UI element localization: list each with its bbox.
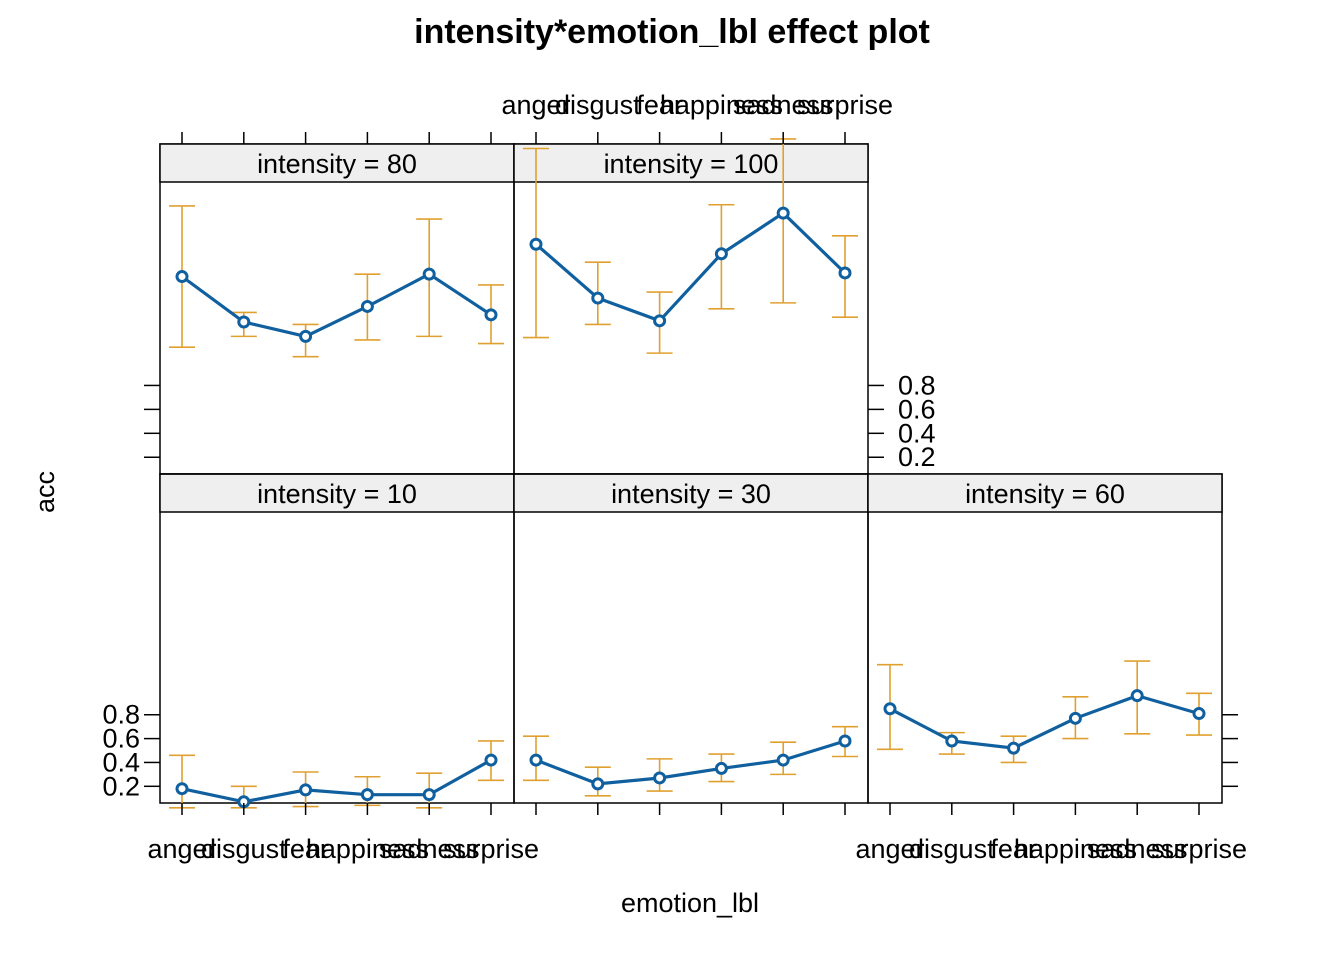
x-tick-label-surprise: surprise [1151,834,1247,864]
data-point-fear [653,771,667,785]
data-point-fear [299,783,313,797]
data-point-sadness [422,788,436,802]
x-tick-label-sadness: sadness [1087,834,1188,864]
data-point-happiness [714,761,728,775]
data-point-surprise [1192,707,1206,721]
data-point-sadness [776,206,790,220]
data-point-sadness [1130,689,1144,703]
x-tick-label-happiness: happiness [306,834,429,864]
x-tick-label-happiness: happiness [660,90,783,120]
panel-intensity-60: intensity = 60 [867,473,1223,804]
x-tick-label-fear: fear [636,90,683,120]
strip-label: intensity = 100 [604,149,779,179]
y-tick-label: 0.2 [898,442,936,472]
y-tick-label: 0.4 [102,747,140,777]
x-tick-label-fear: fear [282,834,329,864]
data-point-surprise [838,266,852,280]
data-point-sadness [422,267,436,281]
x-tick-label-anger: anger [501,90,570,120]
panel-intensity-100: intensity = 100 [513,138,869,475]
series-line [535,739,846,786]
data-point-disgust [591,291,605,305]
x-tick-label-sadness: sadness [379,834,480,864]
data-point-anger [175,782,189,796]
data-point-disgust [591,777,605,791]
error-bar [169,754,195,809]
data-point-surprise [838,734,852,748]
y-tick-label: 0.8 [102,700,140,730]
y-tick-label: 0.8 [898,370,936,400]
strip-label: intensity = 10 [257,479,417,509]
x-tick-label-disgust: disgust [555,90,641,120]
data-point-disgust [237,315,251,329]
panel-intensity-80: intensity = 80 [159,143,515,475]
panel-frame [513,143,869,475]
panels: intensity = 10 intensity = 30 intensity = … [159,138,1223,809]
series-line [889,694,1200,750]
data-point-fear [299,329,313,343]
data-point-anger [175,270,189,284]
data-point-happiness [360,788,374,802]
panel-frame [159,143,515,475]
data-point-happiness [360,299,374,313]
x-tick-label-disgust: disgust [909,834,995,864]
panel-intensity-30: intensity = 30 [513,473,869,804]
x-tick-label-surprise: surprise [443,834,539,864]
data-point-sadness [776,753,790,767]
data-point-anger [529,237,543,251]
y-axis-label: acc [30,471,60,513]
strip-label: intensity = 60 [965,479,1125,509]
series-line [181,758,492,804]
strip-label: intensity = 80 [257,149,417,179]
data-point-fear [1007,741,1021,755]
y-tick-label: 0.6 [898,394,936,424]
strip [513,143,869,183]
data-point-fear [653,314,667,328]
data-point-anger [529,753,543,767]
x-tick-label-surprise: surprise [797,90,893,120]
x-axis-label: emotion_lbl [621,888,759,918]
strip-label: intensity = 30 [611,479,771,509]
data-point-anger [883,702,897,716]
panel-frame [159,473,515,804]
panel-frame [867,473,1223,804]
series-line [181,272,492,339]
panel-frame [513,473,869,804]
data-point-surprise [484,753,498,767]
strip [159,473,515,513]
strip [159,143,515,183]
x-tick-label-anger: anger [147,834,216,864]
panel-intensity-10: intensity = 10 [159,473,515,809]
data-point-surprise [484,308,498,322]
data-point-disgust [945,734,959,748]
y-tick-label: 0.6 [102,724,140,754]
y-tick-label: 0.2 [102,771,140,801]
strip [867,473,1223,513]
axes: angerdisgustfearhappinesssadnesssurprise… [102,90,1247,864]
series-line [534,211,847,323]
data-point-happiness [714,247,728,261]
chart-title: intensity*emotion_lbl effect plot [414,13,930,51]
x-tick-label-fear: fear [990,834,1037,864]
data-point-happiness [1068,711,1082,725]
x-tick-label-disgust: disgust [201,834,287,864]
x-tick-label-sadness: sadness [733,90,834,120]
x-tick-label-anger: anger [855,834,924,864]
x-tick-label-happiness: happiness [1014,834,1137,864]
y-tick-label: 0.4 [898,418,936,448]
